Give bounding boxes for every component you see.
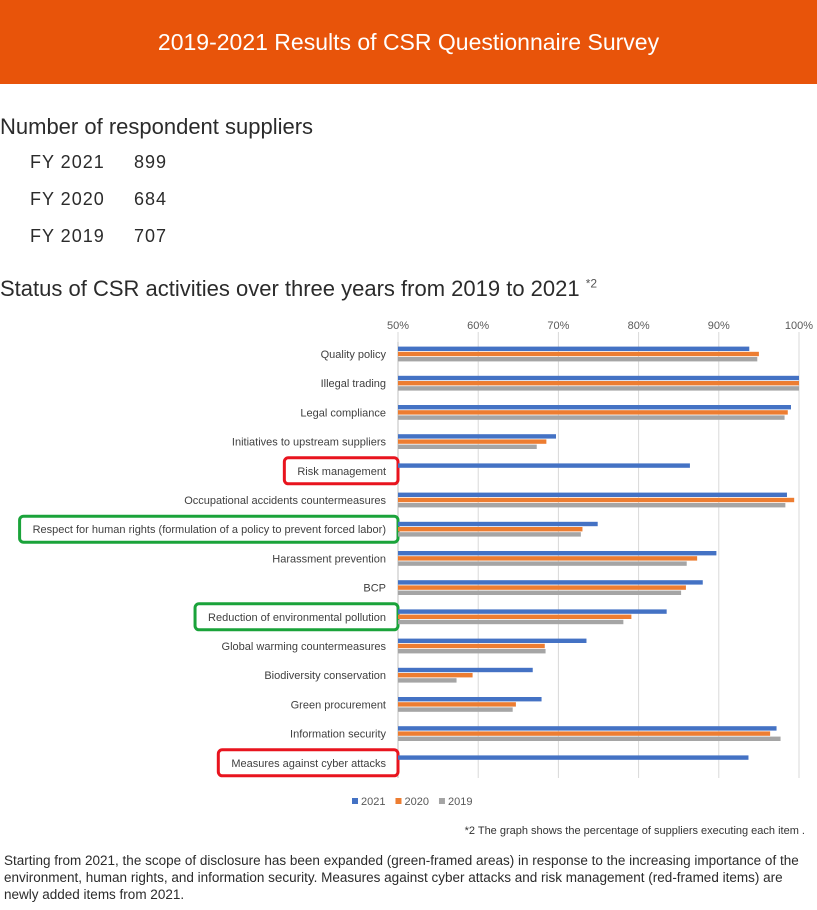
page-title: 2019-2021 Results of CSR Questionnaire S… <box>157 28 660 55</box>
bar-2021 <box>398 463 690 468</box>
bar-2019 <box>398 590 682 595</box>
category-label: BCP <box>363 583 386 595</box>
x-tick-label: 80% <box>628 320 650 332</box>
bar-2019 <box>398 619 624 625</box>
fiscal-year-label: FY 2019 <box>30 226 105 246</box>
category-label: Initiatives to upstream suppliers <box>232 437 387 449</box>
bar-2021 <box>398 346 750 351</box>
category-label: Legal compliance <box>300 407 386 419</box>
category-label: Green procurement <box>291 699 386 711</box>
bar-2020 <box>398 643 545 649</box>
x-tick-label: 100% <box>785 320 813 332</box>
legend-label: 2020 <box>404 796 428 808</box>
fiscal-year-label: FY 2021 <box>30 152 105 172</box>
bar-2020 <box>398 381 799 386</box>
category-label: Measures against cyber attacks <box>231 758 386 770</box>
status-title-text: Status of CSR activities over three year… <box>0 276 580 301</box>
bar-2019 <box>398 386 799 391</box>
bar-2019 <box>398 736 781 741</box>
respondent-count: 684 <box>134 189 168 209</box>
bar-2021 <box>398 755 749 760</box>
bar-2021 <box>398 580 703 585</box>
bar-2020 <box>398 585 686 590</box>
highlight-frame <box>282 456 400 486</box>
bar-2019 <box>398 532 581 537</box>
x-tick-label: 60% <box>467 320 489 332</box>
category-label: Illegal trading <box>321 378 386 390</box>
category-label: Harassment prevention <box>272 553 386 565</box>
category-label: Reduction of environmental pollution <box>208 612 386 624</box>
legend-label: 2021 <box>361 796 385 808</box>
x-tick-label: 70% <box>547 320 569 332</box>
legend-swatch <box>352 798 358 804</box>
legend-swatch <box>438 798 445 804</box>
bar-2020 <box>398 439 547 444</box>
bar-2019 <box>398 444 537 449</box>
bar-2021 <box>398 375 799 381</box>
category-label: Risk management <box>297 466 386 478</box>
legend-swatch <box>395 798 402 804</box>
bar-2019 <box>398 649 546 654</box>
bar-2020 <box>398 614 632 619</box>
bar-2020 <box>398 556 698 561</box>
status-title-footnote-ref: *2 <box>585 276 598 291</box>
category-label: Quality policy <box>321 349 387 361</box>
bar-2019 <box>398 678 457 683</box>
respondent-count: 899 <box>134 152 168 172</box>
disclosure-note: Starting from 2021, the scope of disclos… <box>4 853 799 902</box>
csr-activities-bar-chart: 50% 60% 70% 80% 90% 100% Quality policy Illegal… <box>18 320 813 808</box>
bar-2021 <box>398 434 556 439</box>
bar-2021 <box>398 697 542 702</box>
bar-2019 <box>398 503 786 508</box>
bar-2019 <box>398 357 758 362</box>
highlight-frame <box>216 748 400 778</box>
category-label: Occupational accidents countermeasures <box>184 495 386 507</box>
x-tick-label: 90% <box>708 320 730 332</box>
bar-2020 <box>398 497 795 503</box>
bar-2020 <box>398 351 759 357</box>
status-title: Status of CSR activities over three year… <box>0 276 597 302</box>
bar-2019 <box>398 415 785 420</box>
header-banner: 2019-2021 Results of CSR Questionnaire S… <box>0 0 817 84</box>
x-tick-label: 50% <box>387 320 409 332</box>
bar-2021 <box>398 521 598 527</box>
respondent-row-2019: FY 2019 707 <box>30 226 167 247</box>
bar-2021 <box>398 609 667 614</box>
bar-2021 <box>398 492 787 497</box>
bar-2021 <box>398 667 533 673</box>
bar-2021 <box>398 405 791 410</box>
respondent-row-2020: FY 2020 684 <box>30 189 167 210</box>
respondents-title: Number of respondent suppliers <box>0 114 314 139</box>
respondent-count: 707 <box>134 226 168 246</box>
bar-2020 <box>398 527 583 532</box>
bar-2019 <box>398 561 687 566</box>
bar-2021 <box>398 638 587 643</box>
bar-2020 <box>398 673 473 678</box>
bar-2019 <box>398 707 513 712</box>
bar-2021 <box>398 551 717 556</box>
category-label: Global warming countermeasures <box>222 641 387 653</box>
legend-label: 2019 <box>448 796 472 808</box>
bar-2021 <box>398 726 777 731</box>
respondent-row-2021: FY 2021 899 <box>30 152 167 173</box>
category-label: Respect for human rights (formulation of… <box>33 524 386 536</box>
chart-footnote: *2 The graph shows the percentage of sup… <box>464 825 805 837</box>
bar-2020 <box>398 702 516 707</box>
bar-2020 <box>398 410 788 415</box>
category-label: Biodiversity conservation <box>264 670 386 682</box>
category-label: Information security <box>290 729 386 741</box>
fiscal-year-label: FY 2020 <box>30 189 105 209</box>
bar-2020 <box>398 731 771 736</box>
